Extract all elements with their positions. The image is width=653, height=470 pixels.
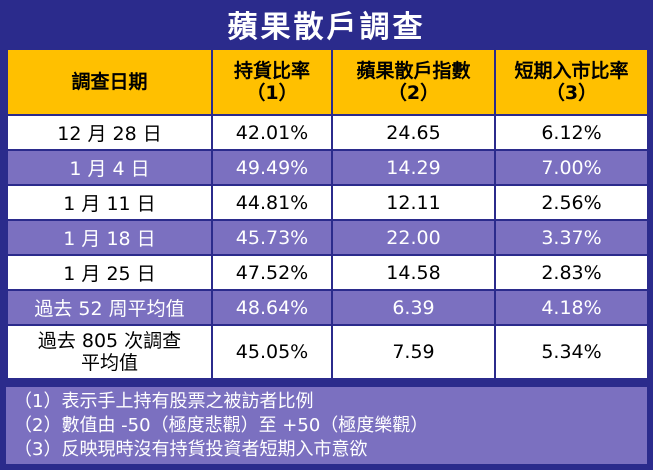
cell-entry: 4.18% [494, 289, 649, 326]
cell-date: 1 月 4 日 [6, 149, 213, 186]
header-label: 短期入市比率 [514, 60, 629, 82]
table-row: 1 月 4 日 49.49% 14.29 7.00% [6, 149, 649, 186]
header-row: 調查日期 持貨比率 （1） 蘋果散戶指數 （2） 短期入市比率 （3） [6, 48, 649, 116]
cell-holding: 45.73% [211, 219, 333, 256]
cell-date-line: 平均值 [80, 352, 138, 374]
header-label: 蘋果散戶指數 [356, 60, 471, 82]
table-row: 過去 52 周平均值 48.64% 6.39 4.18% [6, 289, 649, 326]
header-note-ref: （2） [387, 82, 440, 104]
cell-date: 1 月 18 日 [6, 219, 213, 256]
cell-index: 24.65 [331, 114, 496, 151]
cell-entry: 6.12% [494, 114, 649, 151]
survey-table: 調查日期 持貨比率 （1） 蘋果散戶指數 （2） 短期入市比率 （3） 12 月… [6, 48, 649, 380]
cell-date: 過去 805 次調查 平均值 [6, 324, 213, 380]
cell-index: 12.11 [331, 184, 496, 221]
table-title: 蘋果散戶調查 [227, 10, 426, 45]
footnote: （2）數值由 -50（極度悲觀）至 +50（極度樂觀） [14, 415, 429, 436]
cell-index: 14.58 [331, 254, 496, 291]
cell-holding: 48.64% [211, 289, 333, 326]
table-row: 1 月 18 日 45.73% 22.00 3.37% [6, 219, 649, 256]
header-label: 調查日期 [71, 71, 148, 93]
cell-index: 14.29 [331, 149, 496, 186]
cell-holding: 44.81% [211, 184, 333, 221]
table-row: 1 月 11 日 44.81% 12.11 2.56% [6, 184, 649, 221]
header-survey-date: 調查日期 [6, 48, 213, 116]
header-holding-ratio: 持貨比率 （1） [211, 48, 333, 116]
header-label: 持貨比率 [233, 60, 310, 82]
cell-index: 7.59 [331, 324, 496, 380]
cell-entry: 7.00% [494, 149, 649, 186]
footnotes: （1）表示手上持有股票之被訪者比例 （2）數值由 -50（極度悲觀）至 +50（… [6, 387, 647, 464]
cell-holding: 42.01% [211, 114, 333, 151]
header-note-ref: （1） [246, 82, 298, 104]
cell-index: 6.39 [331, 289, 496, 326]
cell-date: 1 月 11 日 [6, 184, 213, 221]
cell-holding: 45.05% [211, 324, 333, 380]
cell-holding: 49.49% [211, 149, 333, 186]
cell-entry: 2.56% [494, 184, 649, 221]
table-row: 過去 805 次調查 平均值 45.05% 7.59 5.34% [6, 324, 649, 380]
header-retail-index: 蘋果散戶指數 （2） [331, 48, 496, 116]
cell-entry: 5.34% [494, 324, 649, 380]
cell-date-line: 過去 805 次調查 [37, 330, 182, 352]
cell-holding: 47.52% [211, 254, 333, 291]
cell-date: 過去 52 周平均值 [6, 289, 213, 326]
cell-date: 1 月 25 日 [6, 254, 213, 291]
footnote: （3）反映現時沒有持貨投資者短期入市意欲 [14, 439, 368, 460]
footnote: （1）表示手上持有股票之被訪者比例 [14, 391, 314, 412]
header-entry-ratio: 短期入市比率 （3） [494, 48, 649, 116]
header-note-ref: （3） [545, 82, 598, 104]
table-row: 1 月 25 日 47.52% 14.58 2.83% [6, 254, 649, 291]
cell-entry: 3.37% [494, 219, 649, 256]
table-row: 12 月 28 日 42.01% 24.65 6.12% [6, 114, 649, 151]
cell-index: 22.00 [331, 219, 496, 256]
cell-date: 12 月 28 日 [6, 114, 213, 151]
cell-entry: 2.83% [494, 254, 649, 291]
